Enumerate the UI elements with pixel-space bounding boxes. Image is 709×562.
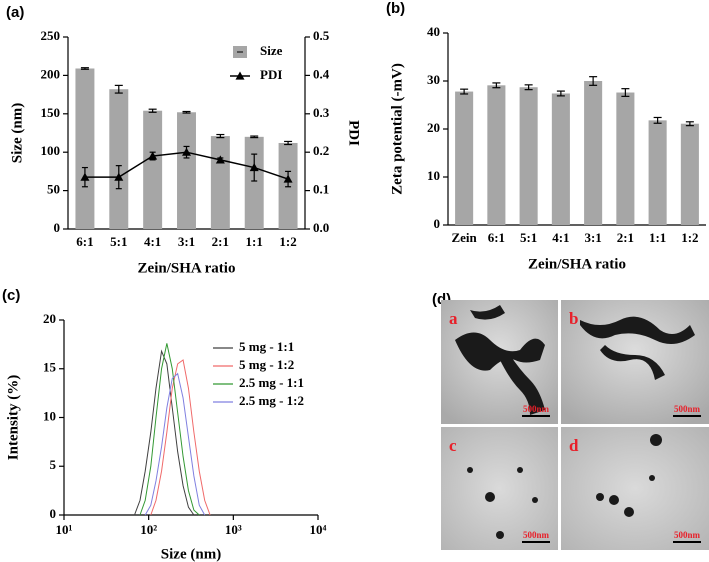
x-tick-label: Zein — [451, 230, 477, 245]
scale-label: 500nm — [523, 404, 550, 414]
tem-image — [441, 427, 558, 550]
scale-label: 500nm — [674, 404, 701, 414]
marker — [283, 174, 293, 183]
legend-label: Size — [260, 43, 283, 58]
line — [139, 343, 200, 516]
marker — [148, 151, 158, 160]
bar — [143, 110, 163, 229]
y-tick-label: 0.5 — [313, 28, 330, 43]
x-tick-label: 1:1 — [246, 234, 263, 249]
legend-label: 2.5 mg - 1:2 — [239, 393, 304, 408]
y-tick-label: 0.4 — [313, 66, 330, 81]
x-axis-title: Zein/SHA ratio — [528, 256, 626, 272]
x-tick-label: 3:1 — [584, 230, 601, 245]
line — [134, 349, 195, 516]
y-tick-label: 20 — [427, 120, 440, 135]
marker — [114, 172, 124, 181]
y-tick-label: 15 — [43, 360, 57, 375]
bar — [584, 81, 603, 225]
bar — [455, 91, 474, 225]
bar — [616, 92, 635, 226]
particles — [455, 305, 695, 539]
y-tick-label: 5 — [50, 457, 57, 472]
y-tick-label: 0 — [54, 220, 61, 235]
y-tick-label: 0 — [434, 216, 441, 231]
marker — [80, 172, 90, 181]
panel-label: (c) — [2, 287, 20, 304]
x-tick-label: 1:2 — [681, 230, 698, 245]
x-tick-label: 4:1 — [552, 230, 569, 245]
y-axis-title: Zeta potential (-mV) — [389, 63, 405, 195]
y-tick-label: 50 — [47, 182, 60, 197]
line — [150, 359, 211, 516]
marker — [215, 155, 225, 164]
bar — [75, 68, 95, 229]
legend-label: 5 mg - 1:2 — [239, 357, 294, 372]
bar — [177, 112, 196, 229]
scale-label: 500nm — [674, 530, 701, 540]
y-tick-label: 150 — [41, 105, 61, 120]
y2-axis-title: PDI — [346, 120, 362, 146]
y-tick-label: 20 — [43, 311, 56, 326]
y-tick-label: 250 — [41, 28, 61, 43]
y-tick-label: 0 — [50, 506, 57, 521]
y-tick-label: 10 — [427, 168, 440, 183]
marker — [182, 147, 191, 156]
x-tick-label: 10⁴ — [310, 522, 327, 537]
image-label: c — [449, 436, 457, 455]
bar — [487, 85, 506, 225]
bar — [680, 123, 699, 225]
x-tick-label: 4:1 — [144, 234, 161, 249]
y-tick-label: 200 — [41, 66, 61, 81]
bar — [519, 87, 538, 226]
panel-label: (a) — [6, 4, 24, 21]
x-tick-label: 10² — [140, 522, 157, 537]
y-tick-label: 40 — [427, 24, 440, 39]
y-tick-label: 0.2 — [313, 143, 329, 158]
y-tick-label: 0.1 — [313, 182, 329, 197]
image-label: d — [569, 436, 579, 455]
x-tick-label: 1:1 — [649, 230, 666, 245]
x-tick-label: 10³ — [225, 522, 242, 537]
tem-image — [561, 427, 709, 550]
legend-marker — [235, 71, 245, 80]
y-tick-label: 30 — [427, 72, 440, 87]
legend-label: 2.5 mg - 1:1 — [239, 375, 304, 390]
x-tick-label: 2:1 — [212, 234, 229, 249]
bar — [551, 93, 570, 225]
scale-label: 500nm — [523, 530, 550, 540]
x-tick-label: 6:1 — [76, 234, 93, 249]
x-tick-label: 5:1 — [110, 234, 127, 249]
y-tick-label: 10 — [43, 408, 56, 423]
bar — [210, 136, 230, 229]
image-label: a — [449, 309, 458, 328]
x-tick-label: 5:1 — [520, 230, 537, 245]
y-tick-label: 0.3 — [313, 105, 330, 120]
y-axis-title: Intensity (%) — [5, 375, 21, 460]
legend-label: PDI — [260, 67, 282, 82]
x-axis-title: Zein/SHA ratio — [138, 260, 236, 276]
marker — [249, 163, 259, 172]
y-tick-label: 100 — [41, 143, 61, 158]
panel-label: (b) — [386, 0, 405, 17]
bar — [244, 136, 264, 229]
line — [144, 372, 206, 516]
x-tick-label: 3:1 — [178, 234, 195, 249]
x-tick-label: 2:1 — [617, 230, 634, 245]
bar — [109, 89, 129, 229]
legend-label: 5 mg - 1:1 — [239, 339, 294, 354]
x-tick-label: 6:1 — [488, 230, 505, 245]
y-axis-title: Size (nm) — [9, 103, 25, 163]
image-label: b — [569, 309, 578, 328]
y-tick-label: 0.0 — [313, 220, 329, 235]
bar — [648, 120, 667, 225]
x-axis-title: Size (nm) — [161, 546, 221, 562]
x-tick-label: 10¹ — [56, 522, 73, 537]
x-tick-label: 1:2 — [279, 234, 296, 249]
